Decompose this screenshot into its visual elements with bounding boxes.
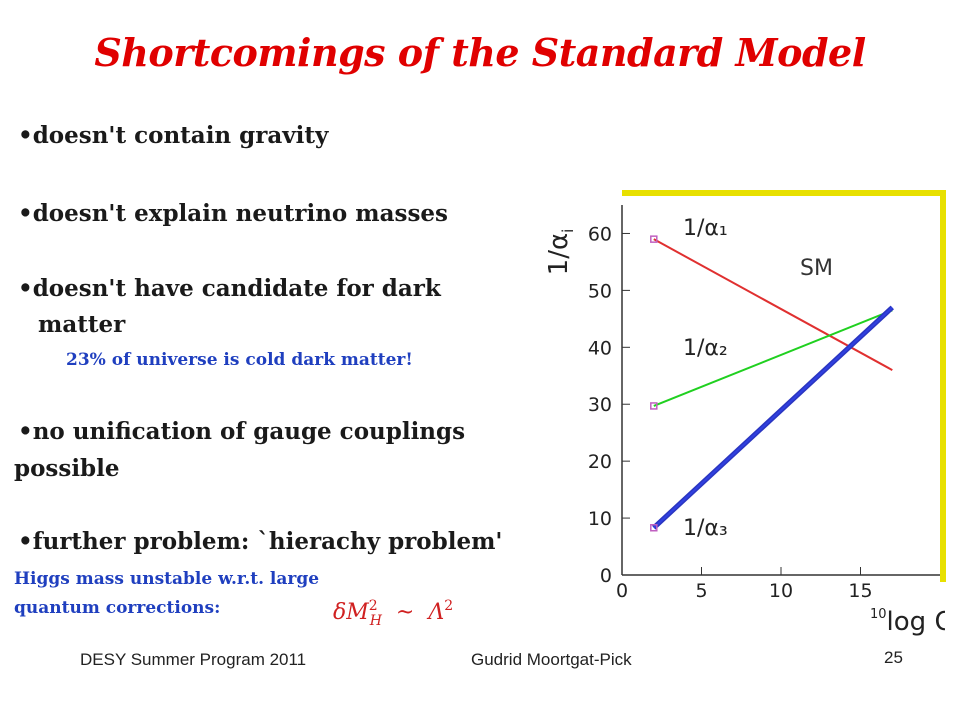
sm-annotation: SM — [800, 256, 833, 281]
higgs-mass-formula: δM2H ~ Λ2 — [333, 598, 454, 629]
x-axis-label: 10log Q — [870, 607, 945, 637]
x-tick-label: 0 — [616, 580, 628, 602]
x-tick-label: 10 — [769, 580, 793, 602]
bullet-dark-matter-cont: matter — [38, 311, 126, 338]
higgs-note-line1: Higgs mass unstable w.r.t. large — [14, 569, 320, 589]
y-tick-label: 40 — [588, 337, 612, 359]
dark-matter-note: 23% of universe is cold dark matter! — [66, 350, 413, 370]
y-axis-label: 1/αi — [545, 229, 577, 276]
higgs-note-line2: quantum corrections: — [14, 598, 221, 618]
y-tick-label: 10 — [588, 508, 612, 530]
x-tick-label: 15 — [848, 580, 872, 602]
plot-frame — [622, 190, 946, 582]
bullet-neutrino-masses: •doesn't explain neutrino masses — [18, 200, 448, 227]
bullet-unification: •no unification of gauge couplings — [18, 418, 466, 445]
bullet-unification-cont: possible — [14, 455, 120, 482]
slide-title: Shortcomings of the Standard Model — [94, 30, 866, 75]
footer-event: DESY Summer Program 2011 — [80, 650, 307, 669]
series-line — [653, 306, 893, 529]
footer-author: Gudrid Moortgat-Pick — [471, 650, 632, 669]
bullet-hierarchy: •further problem: `hierachy problem' — [18, 528, 503, 555]
bullet-dark-matter: •doesn't have candidate for dark — [18, 275, 441, 302]
series-label: 1/α₂ — [683, 336, 728, 361]
x-tick-label: 5 — [695, 580, 707, 602]
y-tick-label: 30 — [588, 394, 612, 416]
y-tick-label: 60 — [588, 223, 612, 245]
series-line — [653, 309, 893, 407]
series-start-marker — [650, 402, 658, 410]
y-tick-label: 20 — [588, 451, 612, 473]
bullet-gravity: •doesn't contain gravity — [18, 122, 329, 149]
series-start-marker — [650, 524, 658, 532]
page-number: 25 — [884, 648, 903, 667]
y-tick-label: 50 — [588, 280, 612, 302]
series-label: 1/α₁ — [683, 216, 728, 241]
series-start-marker — [650, 235, 658, 243]
y-tick-label: 0 — [600, 565, 612, 587]
series-label: 1/α₃ — [683, 516, 728, 541]
series-line — [653, 238, 893, 371]
